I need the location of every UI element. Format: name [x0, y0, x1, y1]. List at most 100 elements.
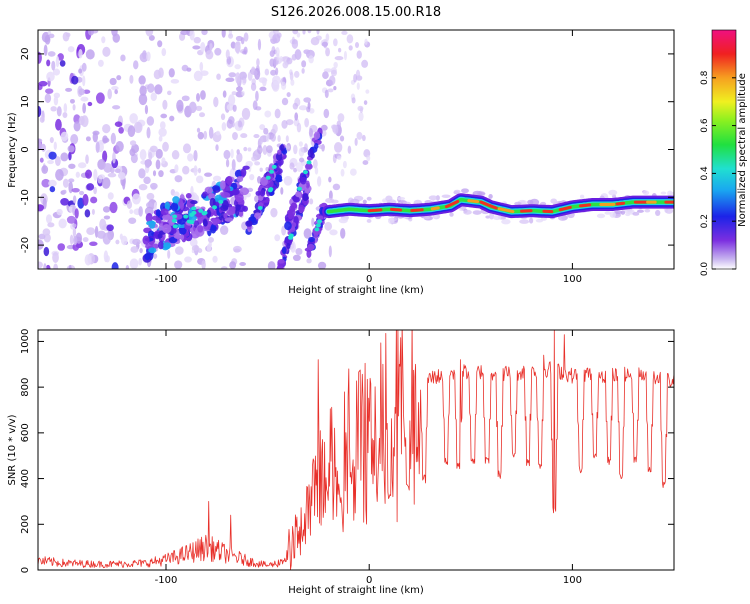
spectrogram-cell — [184, 256, 192, 262]
spectrogram-cell — [228, 72, 236, 77]
spectrogram-cell — [45, 94, 51, 104]
spectrogram-cell — [277, 32, 282, 38]
ridge-peak — [412, 210, 422, 211]
spectrogram-cell — [154, 84, 162, 94]
spectrogram-cell — [610, 212, 616, 218]
spectrogram-cell — [246, 220, 252, 225]
spectrogram-cell — [55, 169, 64, 181]
spectrogram-cell — [367, 197, 372, 201]
spectrogram-cell — [277, 150, 281, 155]
colorbar-tick-label: 0.8 — [700, 70, 710, 85]
spectrogram-cell — [114, 89, 118, 94]
spectrogram-cell — [129, 148, 135, 156]
spectrogram-cell — [292, 54, 297, 61]
spectrogram-cell — [325, 47, 330, 56]
colorbar-tick-label: 0.6 — [700, 118, 710, 133]
spectrogram-cell — [147, 193, 155, 200]
spectrogram-cell — [220, 205, 228, 211]
spectrogram-cell — [333, 125, 338, 135]
spectrogram-cell — [232, 132, 238, 140]
spectrogram-cell — [145, 105, 148, 114]
spectrogram-cell — [643, 191, 650, 195]
spectrogram-cell — [43, 263, 46, 273]
spectrogram-cell — [98, 60, 104, 67]
spectrogram-cell — [53, 264, 58, 274]
spectrogram-cell — [145, 160, 151, 168]
spectrogram-cell — [64, 103, 68, 113]
spectrogram-cell — [161, 157, 165, 164]
spectrogram-cell — [272, 75, 281, 85]
spectrogram-cell — [324, 109, 330, 118]
spectrogram-cell — [147, 83, 154, 93]
spectrogram-cell — [130, 246, 138, 253]
spectrogram-cell — [282, 247, 287, 254]
spectrogram-cell — [280, 56, 283, 63]
spectrogram-cell — [341, 31, 347, 35]
spectrogram-cell — [60, 198, 69, 206]
spectrogram-cell — [98, 174, 105, 179]
spectrogram-cell — [229, 261, 236, 269]
spectrogram-cell — [644, 209, 650, 213]
spectrogram-cell — [128, 125, 136, 137]
spectrogram-cell — [274, 234, 280, 241]
spectrogram-cell — [212, 219, 217, 226]
spectrogram-cell — [322, 42, 328, 47]
spectrogram-cell — [363, 200, 367, 204]
spectrogram-cell — [129, 113, 138, 124]
spectrogram-cell — [128, 217, 136, 224]
spectrogram-cell — [454, 190, 461, 194]
spectrogram-cell — [50, 186, 56, 192]
spectrogram-cell — [72, 224, 76, 228]
spectrogram-cell — [307, 244, 315, 250]
spectrogram-x-tick-label: 100 — [563, 274, 582, 285]
spectrogram-cell — [249, 174, 254, 180]
spectrogram-cell — [501, 219, 510, 224]
spectrogram-cell — [169, 116, 174, 122]
spectrogram-cell — [449, 212, 453, 216]
spectrogram-cell — [337, 156, 341, 160]
colorbar-label: Normalized spectral amplitude — [737, 73, 748, 227]
spectrogram-cell — [257, 145, 262, 154]
spectrogram-cell — [281, 82, 286, 90]
spectrogram-cell — [82, 103, 86, 114]
spectrogram-cell — [48, 51, 56, 57]
spectrogram-cell — [115, 168, 121, 173]
spectrogram-cell — [203, 218, 207, 226]
spectrogram-cell — [103, 233, 111, 245]
spectrogram-cell — [151, 92, 157, 101]
spectrogram-cell — [667, 190, 672, 196]
spectrogram-cell — [294, 71, 300, 78]
spectrogram-cell — [130, 258, 139, 269]
spectrogram-cell — [324, 222, 332, 231]
spectrogram-cell — [214, 48, 221, 56]
spectrogram-cell — [158, 241, 164, 249]
spectrogram-cell — [286, 145, 290, 149]
spectrogram-cell — [162, 142, 169, 152]
spectrogram-cell — [93, 169, 97, 181]
spectrogram-cell — [236, 176, 243, 182]
spectrogram-cell — [41, 165, 48, 174]
spectrogram-cell — [296, 162, 303, 172]
spectrogram-y-tick-label: -10 — [20, 189, 31, 205]
spectrogram-cell — [239, 262, 246, 266]
spectrogram-cell — [180, 201, 184, 210]
spectrogram-cell — [473, 210, 482, 215]
spectrogram-cell — [236, 86, 243, 91]
spectrogram-cell — [60, 152, 68, 161]
spectrogram-cell — [120, 55, 125, 62]
spectrogram-cell — [111, 86, 119, 90]
spectrogram-cell — [82, 75, 85, 86]
spectrogram-cell — [105, 255, 110, 262]
spectrogram-cell — [251, 83, 256, 91]
spectrogram-cell — [198, 132, 204, 140]
spectrogram-cell — [78, 162, 86, 168]
spectrogram-cell — [138, 75, 145, 85]
spectrogram-cell — [73, 236, 77, 245]
spectrogram-cell — [529, 217, 533, 223]
spectrogram-cell — [150, 183, 158, 190]
spectrogram-cell — [357, 82, 360, 90]
spectrogram-cell — [216, 131, 221, 136]
spectrogram-cell — [175, 175, 183, 182]
spectrogram-cell — [153, 253, 157, 258]
spectrogram-cell — [298, 205, 304, 213]
